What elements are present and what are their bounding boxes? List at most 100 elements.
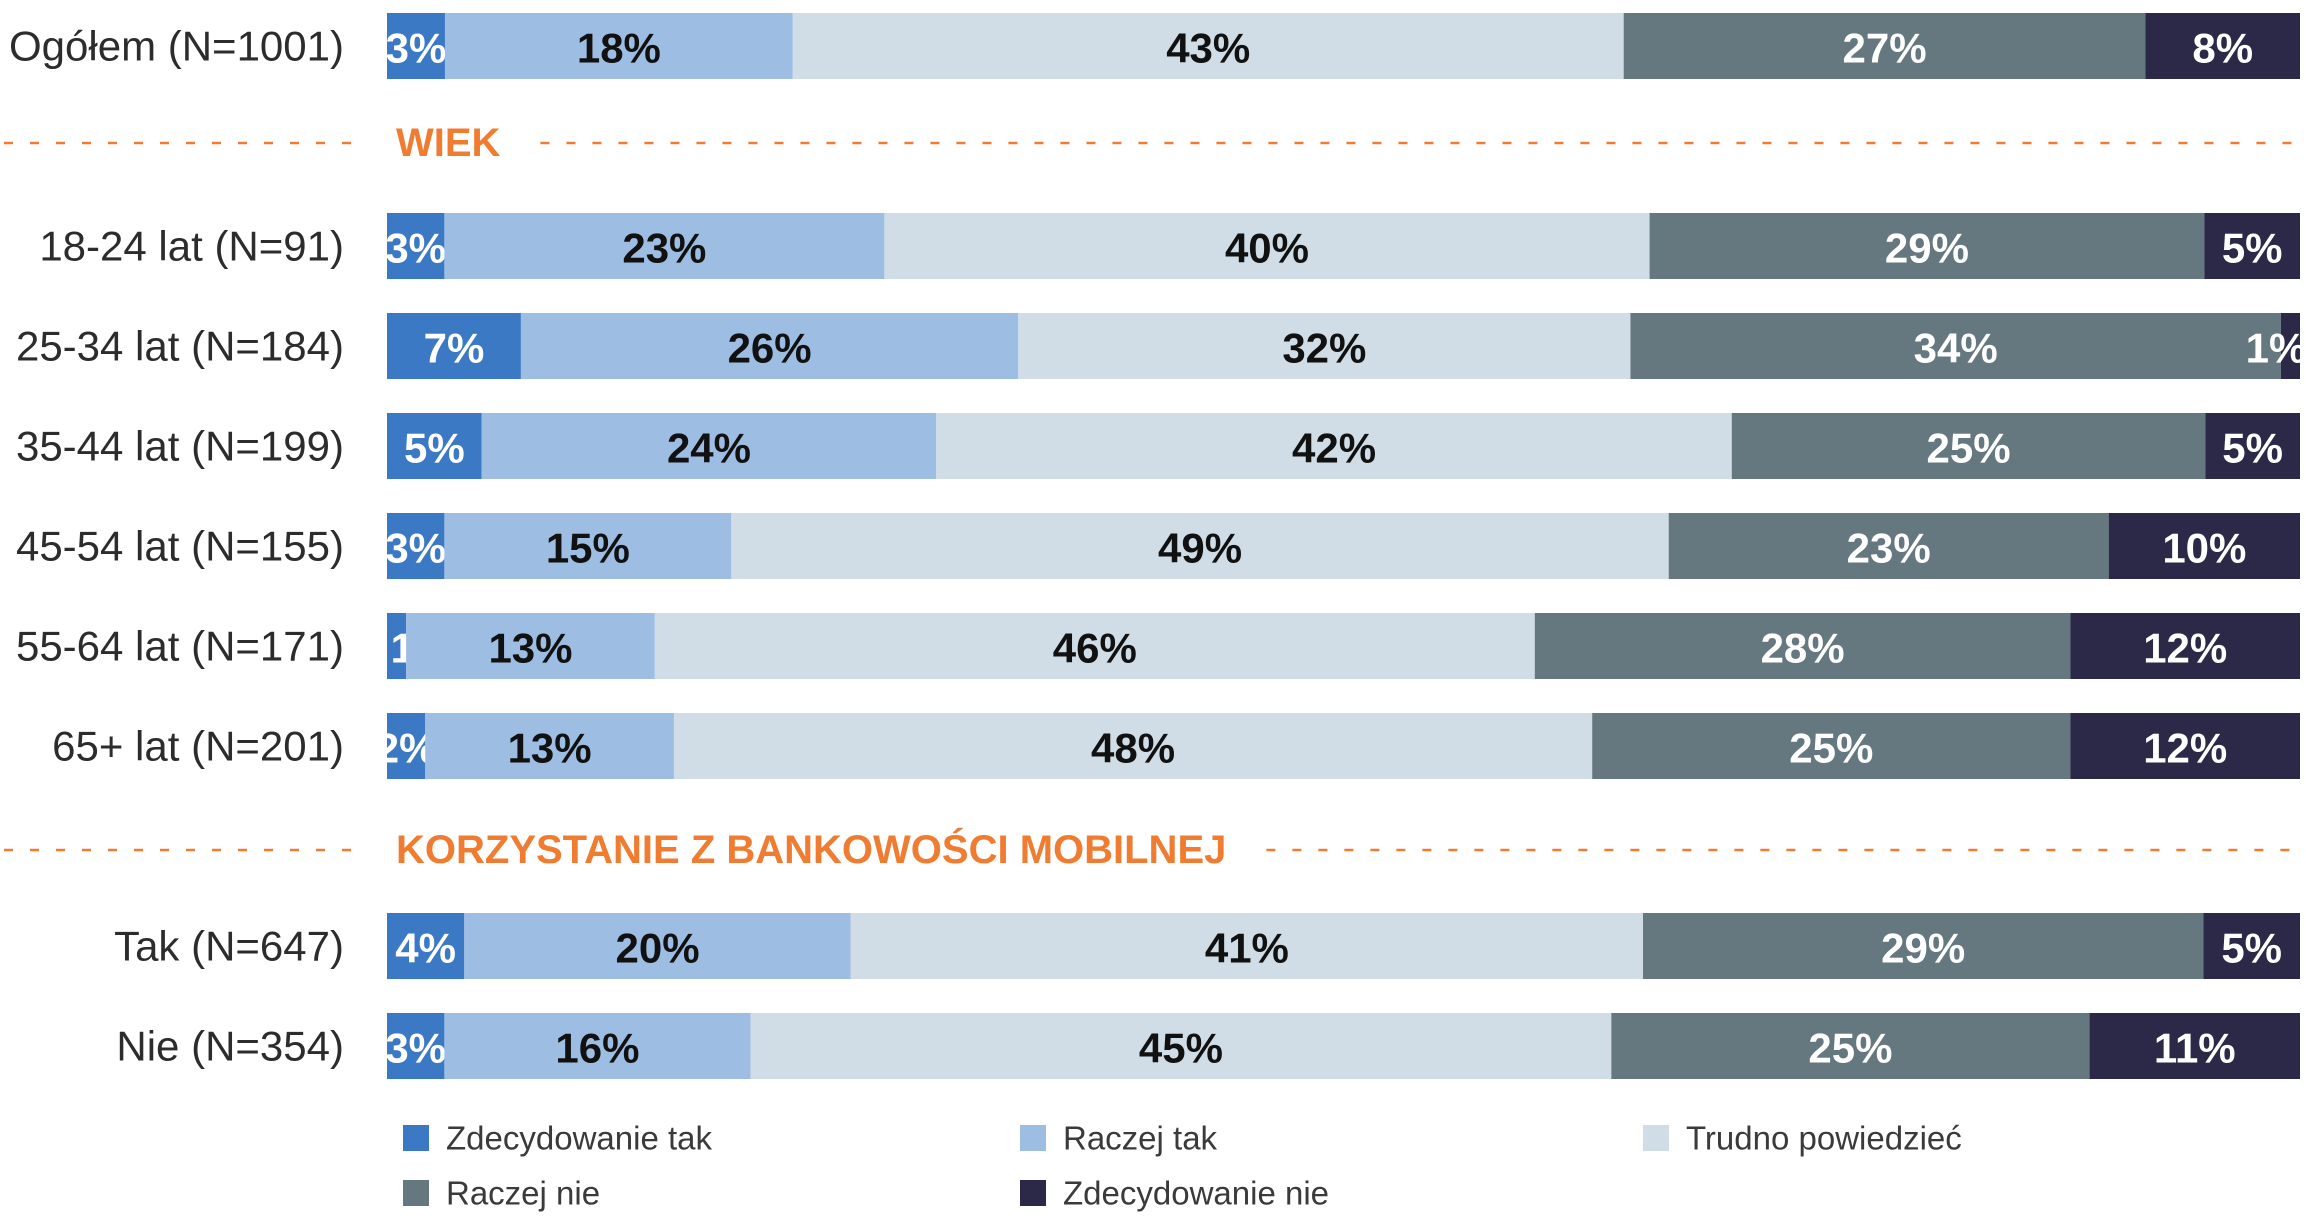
bar-segment (2280, 313, 2300, 379)
bar-segment (2070, 713, 2300, 779)
bar-segment (1623, 13, 2146, 79)
bar-value-label: 13% (488, 625, 572, 672)
bar-segment (387, 1013, 445, 1079)
bar-value-label: 40% (1225, 225, 1309, 272)
bar-segment (1018, 313, 1631, 379)
bar-segment (444, 213, 885, 279)
legend-swatch (1643, 1125, 1669, 1151)
bar-value-label: 43% (1166, 25, 1250, 72)
bar-value-label: 18% (577, 25, 661, 72)
bar-value-label: 23% (622, 225, 706, 272)
bar-value-label: 24% (667, 425, 751, 472)
bar-segment (1649, 213, 2205, 279)
legend-label: Zdecydowanie nie (1063, 1175, 1329, 1212)
bar-segment (1668, 513, 2109, 579)
bar-value-label: 12% (2143, 625, 2227, 672)
row-label: 45-54 lat (N=155) (16, 523, 344, 570)
bar-value-label: 16% (555, 1025, 639, 1072)
bar-value-label: 3% (386, 25, 447, 72)
bar-value-label: 4% (395, 925, 456, 972)
bar-row: Tak (N=647) 4% 20% 41% 29% 5% (114, 913, 2300, 979)
bar-segment (387, 213, 445, 279)
bar-segment (731, 513, 1669, 579)
bar-segment (2145, 13, 2300, 79)
bar-value-label: 25% (1789, 725, 1873, 772)
bar-segment (425, 713, 674, 779)
row-label: 25-34 lat (N=184) (16, 323, 344, 370)
legend-label: Zdecydowanie tak (446, 1120, 712, 1157)
bar-value-label: 3% (385, 1025, 446, 1072)
row-label: Nie (N=354) (116, 1023, 344, 1070)
row-label: Tak (N=647) (114, 923, 344, 970)
bar-segment (750, 1013, 1612, 1079)
bar-segment (792, 13, 1624, 79)
bar-segment (387, 913, 465, 979)
row-label: 18-24 lat (N=91) (39, 223, 344, 270)
section-title: KORZYSTANIE Z BANKOWOŚCI MOBILNEJ (396, 826, 1226, 872)
bar-value-label: 34% (1914, 325, 1998, 372)
section-title: WIEK (396, 121, 501, 165)
bar-segment (1643, 913, 2204, 979)
bar-value-label: 41% (1205, 925, 1289, 972)
bar-segment (387, 613, 407, 679)
bar-row: 55-64 lat (N=171)1%13%46%28%12% (16, 613, 2300, 679)
row-label: 55-64 lat (N=171) (16, 623, 344, 670)
bar-segment (464, 913, 851, 979)
bar-segment (936, 413, 1732, 479)
bar-value-label: 27% (1843, 25, 1927, 72)
bar-row: 65+ lat (N=201) 2% 13% 48% 25% 12% (52, 713, 2300, 779)
bar-segment (387, 713, 426, 779)
bar-value-label: 23% (1847, 525, 1931, 572)
bar-row: 18-24 lat (N=91) 3% 23% 40% 29% 5% (39, 213, 2300, 279)
bar-value-label: 12% (2143, 725, 2227, 772)
row-label: 65+ lat (N=201) (52, 723, 344, 770)
bar-value-label: 49% (1158, 525, 1242, 572)
bar-value-label: 20% (615, 925, 699, 972)
bar-value-label: 25% (1808, 1025, 1892, 1072)
bar-value-label: 13% (508, 725, 592, 772)
bar-value-label: 5% (2222, 425, 2283, 472)
bar-value-label: 5% (2221, 925, 2282, 972)
bar-value-label: 45% (1139, 1025, 1223, 1072)
bar-row: 25-34 lat (N=184) 7% 26% 32% 34% 1% (16, 313, 2306, 379)
bar-segment (1731, 413, 2206, 479)
bar-row: 35-44 lat (N=199) 5% 24% 42% 25% 5% (16, 413, 2300, 479)
bar-segment (444, 1013, 751, 1079)
bar-segment (2203, 913, 2300, 979)
bar-value-label: 1% (2246, 325, 2306, 372)
bar-segment (1534, 613, 2071, 679)
legend-swatch (403, 1125, 429, 1151)
bar-value-label: 29% (1881, 925, 1965, 972)
bar-segment (2205, 413, 2300, 479)
bar-value-label: 29% (1885, 225, 1969, 272)
bar-segment (2108, 513, 2300, 579)
bar-segment (444, 13, 793, 79)
bar-value-label: 5% (404, 425, 465, 472)
legend-label: Raczej tak (1063, 1120, 1218, 1157)
bar-value-label: 42% (1292, 425, 1376, 472)
bar-value-label: 15% (546, 525, 630, 572)
bar-segment (444, 513, 732, 579)
bar-segment (406, 613, 655, 679)
row-label: Ogółem (N=1001) (9, 23, 344, 70)
bar-value-label: 48% (1091, 725, 1175, 772)
bar-segment (850, 913, 1644, 979)
bar-segment (2204, 213, 2300, 279)
bar-segment (481, 413, 937, 479)
bar-segment (1630, 313, 2281, 379)
bar-segment (387, 13, 445, 79)
bar-value-label: 10% (2162, 525, 2246, 572)
bar-segment (520, 313, 1019, 379)
bar-segment (1592, 713, 2071, 779)
bar-segment (1611, 1013, 2090, 1079)
bar-value-label: 11% (2154, 1025, 2236, 1072)
bar-value-label: 7% (424, 325, 485, 372)
bar-segment (884, 213, 1650, 279)
bar-value-label: 5% (2222, 225, 2283, 272)
bar-segment (387, 313, 521, 379)
bar-value-label: 26% (728, 325, 812, 372)
bar-value-label: 25% (1927, 425, 2011, 472)
bar-value-label: 28% (1761, 625, 1845, 672)
bar-row: Nie (N=354) 3% 16% 45% 25% 11% (116, 1013, 2300, 1079)
